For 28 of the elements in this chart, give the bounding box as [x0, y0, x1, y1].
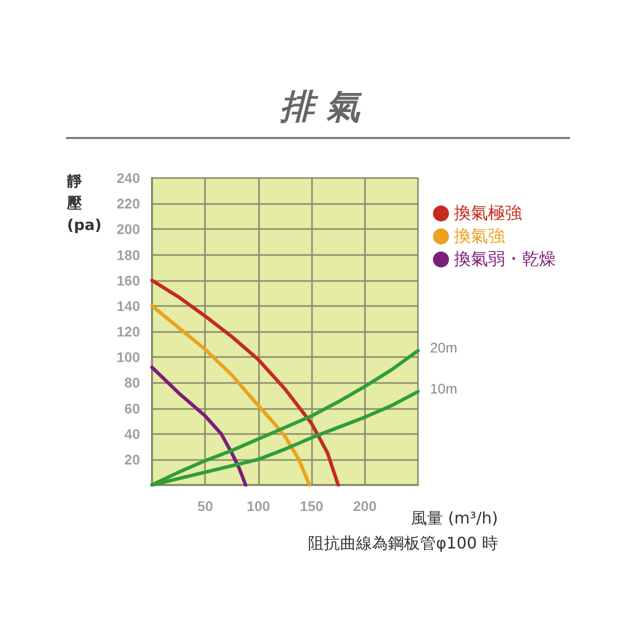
y-tick-label: 120	[116, 324, 140, 340]
line-series	[150, 304, 312, 487]
chart-title: 排 氣	[279, 87, 362, 127]
y-tick-label: 160	[116, 272, 140, 288]
legend-label: 換氣弱・乾燥	[454, 250, 556, 270]
y-tick-label: 220	[116, 196, 140, 212]
line-series	[150, 278, 340, 487]
annotation: 20m	[430, 340, 458, 356]
line-series	[150, 366, 248, 487]
legend-label: 換氣強	[454, 226, 505, 246]
y-tick-label: 100	[116, 349, 140, 366]
y-tick-label: 200	[116, 221, 140, 238]
legend-label: 換氣極強	[454, 204, 522, 224]
y-tick-label: 140	[116, 298, 140, 314]
y-tick-label: 20	[124, 451, 140, 468]
x-tick-label: 100	[246, 498, 270, 514]
x-tick-label: 200	[353, 498, 377, 514]
x-tick-label: 150	[300, 498, 324, 514]
x-tick-label: 50	[197, 498, 214, 514]
x-axis-title: 風量 (m³/h)	[410, 508, 498, 528]
y-axis-title: 靜壓(pa)	[66, 172, 102, 234]
y-tick-label: 40	[124, 426, 140, 442]
y-tick-label: 240	[116, 170, 140, 186]
y-tick-label: 60	[124, 400, 140, 416]
y-tick-label: 180	[116, 246, 140, 263]
text: 阻抗曲線為鋼板管φ100 時	[308, 534, 498, 552]
annotation: 10m	[430, 380, 458, 397]
y-tick-label: 80	[124, 374, 140, 391]
